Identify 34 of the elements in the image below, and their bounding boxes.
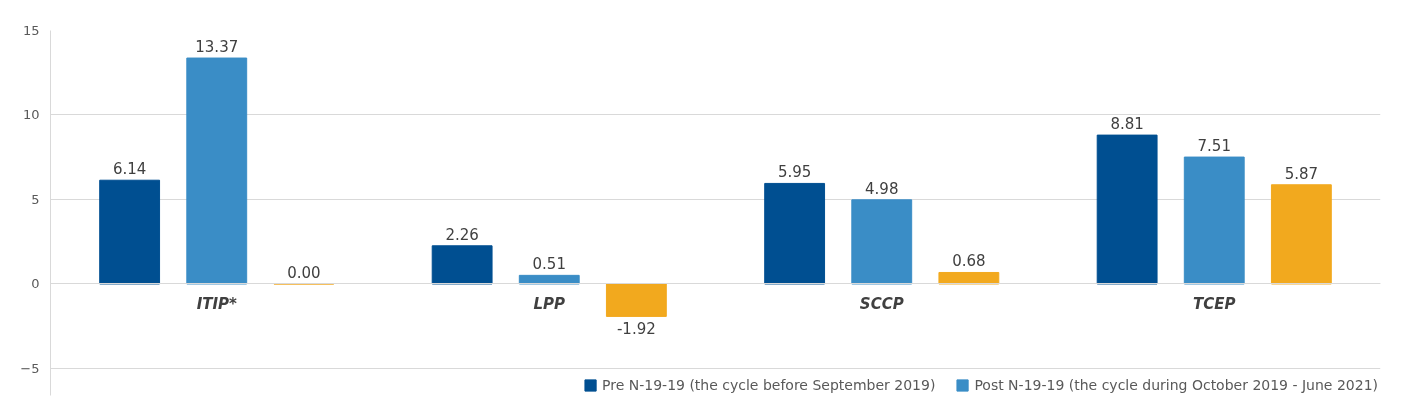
data-label: 2.26 [445, 225, 479, 244]
data-label: 6.14 [112, 160, 147, 179]
x-tick-label: ITIP* [196, 294, 238, 313]
x-tick-label: TCEP [1193, 294, 1236, 313]
y-tick-label: 15 [22, 23, 40, 38]
data-label: 4.98 [865, 179, 899, 198]
x-tick-label: SCCP [859, 294, 904, 313]
legend-label: Pre N-19-19 (the cycle before September 2019) [602, 377, 936, 393]
data-label: 0.68 [952, 252, 986, 271]
data-label: 13.37 [195, 38, 239, 57]
data-label: 8.81 [1110, 115, 1144, 134]
bar [851, 199, 913, 285]
bar [186, 57, 248, 285]
y-tick-label: −5 [20, 360, 40, 376]
bar [764, 182, 826, 285]
data-label: 7.51 [1197, 137, 1231, 156]
y-tick-label: 0 [31, 276, 40, 292]
data-label: 0.00 [287, 263, 321, 282]
bar [99, 179, 161, 285]
bar [605, 283, 667, 317]
y-tick-label: 5 [31, 191, 40, 207]
bar [431, 245, 493, 285]
bar [1096, 134, 1158, 285]
x-tick-label: LPP [533, 294, 566, 313]
data-label: 0.51 [532, 255, 566, 274]
bar [938, 271, 1000, 285]
bar [1183, 156, 1245, 285]
legend-label: Post N-19-19 (the cycle during October 2019 - June 2021) [974, 377, 1378, 393]
y-tick-label: 10 [22, 107, 40, 123]
data-label: 5.95 [777, 163, 812, 182]
bar [1270, 184, 1332, 285]
data-label: 5.87 [1284, 164, 1319, 183]
bar [518, 274, 580, 285]
data-label: -1.92 [616, 320, 656, 339]
